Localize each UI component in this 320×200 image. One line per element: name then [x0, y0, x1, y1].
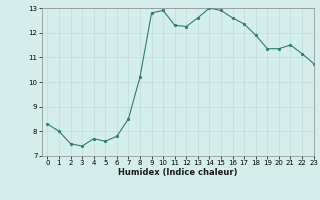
X-axis label: Humidex (Indice chaleur): Humidex (Indice chaleur)	[118, 168, 237, 177]
